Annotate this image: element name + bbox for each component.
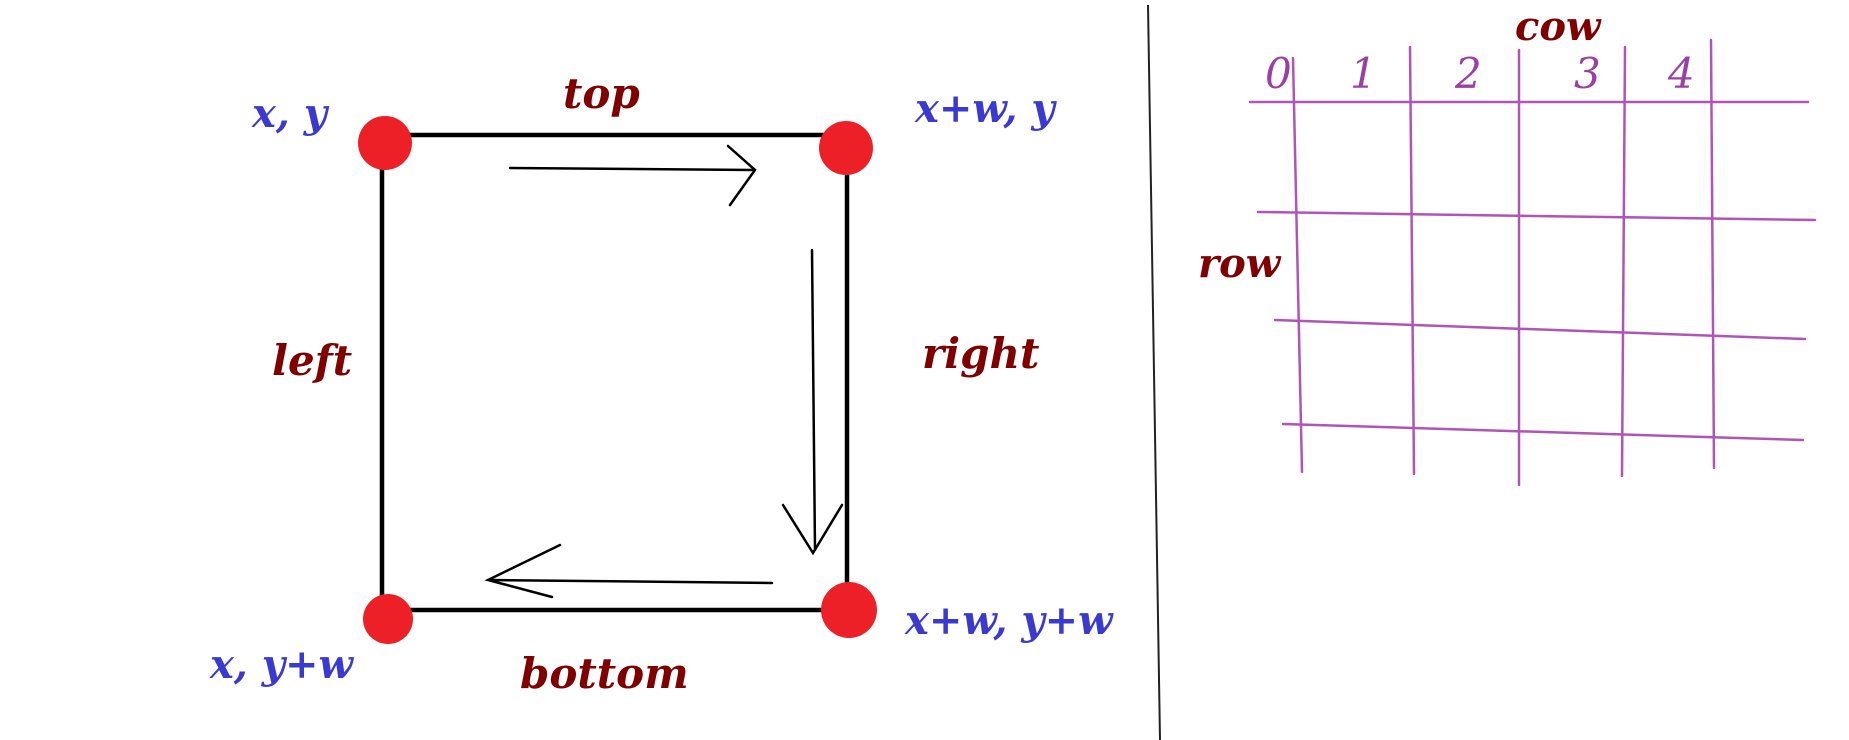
grid-line-v-1	[1408, 45, 1416, 476]
corner-label-top-right: x+w, y	[914, 85, 1057, 132]
side-label-left: left	[272, 336, 352, 385]
divider-line	[1147, 4, 1161, 740]
arrow-right	[508, 144, 757, 207]
square-diagram: x, y x+w, y x, y+w x+w, y+w top right le…	[209, 69, 1114, 698]
arrow-down	[781, 248, 844, 556]
arrow-left	[484, 543, 774, 599]
corner-label-top-left: x, y	[251, 90, 330, 137]
grid-diagram: 0 1 2 3 4 cow row	[1198, 3, 1817, 487]
grid-column-label: cow	[1515, 3, 1602, 50]
side-label-right: right	[922, 329, 1039, 378]
column-index-0: 0	[1265, 49, 1292, 98]
grid-row-label: row	[1198, 240, 1282, 287]
corner-label-bottom-right: x+w, y+w	[904, 597, 1114, 644]
corner-label-bottom-left: x, y+w	[209, 641, 354, 688]
column-index-1: 1	[1350, 49, 1377, 98]
corner-dot-top-left	[358, 116, 412, 170]
column-index-4: 4	[1667, 49, 1695, 98]
grid-line-v-0	[1291, 56, 1304, 474]
direction-arrows	[484, 144, 844, 599]
grid-lines	[1248, 38, 1817, 487]
grid-line-v-3	[1620, 45, 1627, 478]
grid-line-h-2	[1273, 318, 1807, 341]
column-index-3: 3	[1574, 49, 1601, 98]
corner-dot-top-right	[819, 121, 873, 175]
corner-dot-bottom-right	[821, 582, 877, 638]
grid-line-h-3	[1281, 422, 1805, 442]
side-label-top: top	[563, 69, 640, 118]
grid-line-h-1	[1256, 210, 1817, 222]
corner-dot-bottom-left	[363, 594, 413, 644]
square-outline	[379, 132, 850, 613]
side-label-bottom: bottom	[520, 649, 689, 698]
grid-line-v-4	[1709, 38, 1716, 470]
column-index-2: 2	[1454, 49, 1482, 98]
